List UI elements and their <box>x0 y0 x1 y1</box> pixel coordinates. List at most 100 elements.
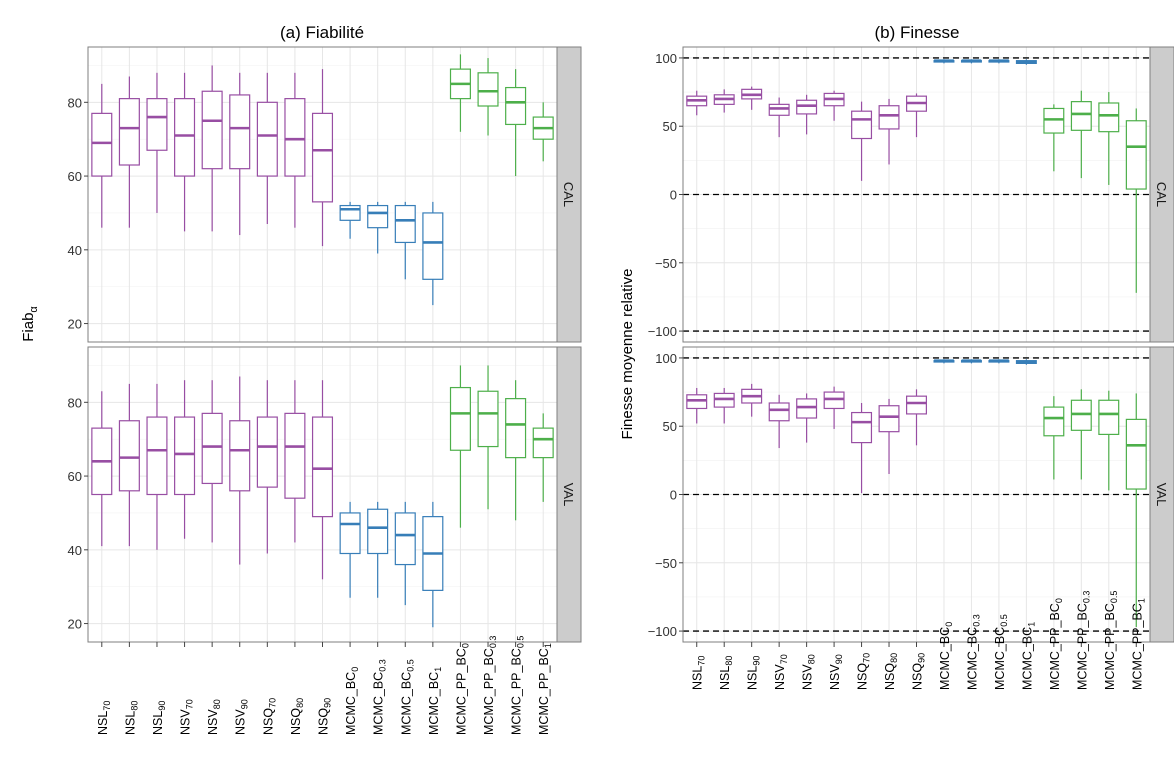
box-iqr <box>1098 102 1120 133</box>
chart-b-x-axis: NSL70NSL80NSL90NSV70NSV80NSV90NSQ70NSQ80… <box>691 591 1147 690</box>
box-mcmc-bc-05 <box>988 359 1010 364</box>
x-tick-label-base: MCMC_BC <box>1020 627 1034 690</box>
box-nsv-70 <box>768 394 790 449</box>
x-tick-label: NSV90 <box>828 654 844 690</box>
chart-a-y-label-sub: α <box>28 306 40 313</box>
x-tick-label-sub: 90 <box>240 699 250 709</box>
x-tick-label: MCMC_BC0 <box>938 622 954 690</box>
box-iqr <box>713 392 735 408</box>
box-mcmc-pp-bc-0 <box>449 365 471 528</box>
box-iqr <box>174 416 196 496</box>
x-tick-label: NSV80 <box>801 654 817 690</box>
x-tick-label-base: NSL <box>691 666 705 690</box>
panel-cal: CAL 20 40 60 80 <box>68 46 582 343</box>
x-tick-label-sub: 70 <box>862 653 872 663</box>
x-tick-label-sub: 80 <box>212 699 222 709</box>
y-tick-label: 60 <box>68 469 82 484</box>
box-iqr <box>878 105 900 130</box>
x-tick-label-base: NSQ <box>856 663 870 690</box>
x-tick-label-base: NSL <box>746 666 760 690</box>
box-iqr <box>118 420 140 492</box>
x-tick-label: NSL80 <box>718 656 734 690</box>
x-tick-label-base: MCMC_PP_BC <box>454 648 468 735</box>
box-iqr <box>284 98 306 177</box>
box-iqr <box>229 420 251 492</box>
x-tick-label-sub: 80 <box>889 653 899 663</box>
y-tick-label: 80 <box>68 95 82 110</box>
x-tick-label: MCMC_PP_BC0.3 <box>1075 591 1091 690</box>
x-tick-label-base: NSV <box>234 709 248 735</box>
x-tick-label-sub: 80 <box>724 656 734 666</box>
chart-a: (a) Fiabilité Fiabα CAL 20 40 60 80 VAL 20 40 60… <box>20 23 582 735</box>
box-nsv-90 <box>229 376 251 565</box>
box-mcmc-bc-0 <box>933 59 955 64</box>
x-tick-label-base: MCMC_PP_BC <box>1075 603 1089 690</box>
box-nsv-80 <box>201 65 223 232</box>
box-nsq-80 <box>284 72 306 228</box>
x-tick-label: NSV80 <box>206 699 222 735</box>
x-tick-label-base: MCMC_PP_BC <box>482 648 496 735</box>
box-mcmc-bc-05 <box>988 59 1010 64</box>
y-tick-label: 20 <box>68 617 82 632</box>
panel-cal: CAL −100 −50 0 50 100 <box>648 46 1174 343</box>
x-tick-label: MCMC_PP_BC0.3 <box>482 636 498 735</box>
box-nsl-80 <box>713 89 735 113</box>
box-nsq-80 <box>878 398 900 475</box>
box-nsq-80 <box>878 98 900 165</box>
x-tick-label: NSQ80 <box>289 698 305 735</box>
box-iqr <box>229 94 251 170</box>
x-tick-label-sub: 70 <box>697 656 707 666</box>
box-iqr <box>532 427 554 459</box>
x-tick-label-sub: 70 <box>779 654 789 664</box>
x-tick-label: MCMC_PP_BC0.5 <box>510 636 526 735</box>
box-nsv-80 <box>796 393 818 443</box>
box-nsv-90 <box>823 386 845 429</box>
strip-background <box>1149 346 1174 643</box>
x-tick-label-base: NSV <box>179 709 193 735</box>
y-tick-label: 100 <box>655 351 677 366</box>
strip-label: CAL <box>1154 182 1169 207</box>
box-mcmc-pp-bc-05 <box>1098 390 1120 491</box>
x-tick-label-base: NSL <box>718 666 732 690</box>
chart-a-x-axis: NSL70NSL80NSL90NSV70NSV80NSV90NSQ70NSQ80… <box>96 636 553 735</box>
box-nsl-90 <box>146 383 168 550</box>
box-mcmc-pp-bc-0 <box>1043 104 1065 172</box>
y-tick-label: 80 <box>68 395 82 410</box>
box-iqr <box>339 512 361 555</box>
strip-background <box>556 346 582 643</box>
box-mcmc-bc-03 <box>367 501 389 598</box>
x-tick-label-sub: 90 <box>323 698 333 708</box>
x-tick-label-sub: 0.3 <box>1081 591 1091 604</box>
x-tick-label-sub: 90 <box>157 701 167 711</box>
x-tick-label: MCMC_BC0.3 <box>965 614 981 690</box>
x-tick-label-base: NSL <box>96 711 110 735</box>
box-mcmc-bc-0 <box>339 201 361 239</box>
box-iqr <box>367 508 389 555</box>
box-nsl-80 <box>118 76 140 228</box>
box-iqr <box>91 112 113 177</box>
box-iqr <box>422 212 444 280</box>
x-tick-label: MCMC_BC0 <box>344 667 360 735</box>
x-tick-label-sub: 90 <box>917 653 927 663</box>
x-tick-label-base: NSV <box>773 664 787 690</box>
y-tick-label: 60 <box>68 169 82 184</box>
box-iqr <box>339 204 361 221</box>
x-tick-label-sub: 1 <box>1136 598 1146 603</box>
strip-label: VAL <box>561 483 576 507</box>
box-nsq-90 <box>906 93 927 138</box>
y-tick-label: 40 <box>68 543 82 558</box>
x-tick-label-base: MCMC_BC <box>372 672 386 735</box>
box-iqr <box>449 386 471 451</box>
y-tick-label: 50 <box>663 419 677 434</box>
x-tick-label-base: NSV <box>801 664 815 690</box>
box-mcmc-pp-bc-0 <box>449 54 471 132</box>
box-iqr <box>256 416 278 488</box>
chart-a-y-axis-label: Fiabα <box>20 306 40 342</box>
box-nsv-70 <box>174 72 196 232</box>
x-tick-label: MCMC_BC1 <box>427 667 443 735</box>
x-tick-label: MCMC_BC1 <box>1020 622 1036 690</box>
box-iqr <box>394 204 416 244</box>
box-iqr <box>878 405 900 433</box>
